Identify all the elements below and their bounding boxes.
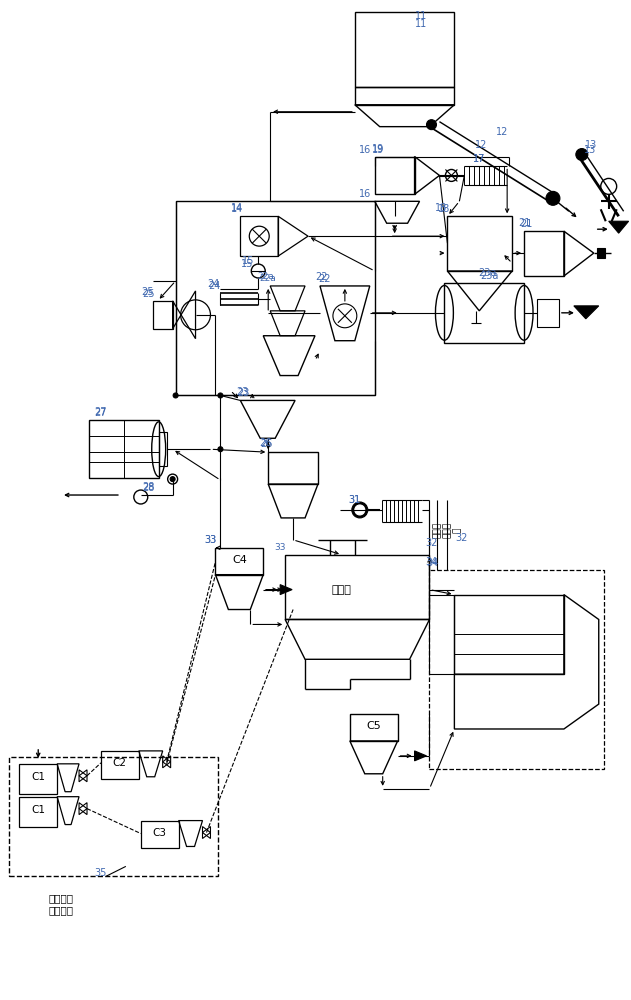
Text: 三次风: 三次风 <box>433 522 442 538</box>
Text: C3: C3 <box>153 828 167 838</box>
Bar <box>285 555 430 619</box>
Text: 11: 11 <box>415 11 428 21</box>
Text: 27: 27 <box>95 408 107 418</box>
Text: 31: 31 <box>349 495 361 505</box>
Text: 32: 32 <box>425 538 438 548</box>
Text: 17: 17 <box>473 154 485 164</box>
Text: 一次风: 一次风 <box>443 522 452 538</box>
Bar <box>175 201 375 395</box>
Text: C2: C2 <box>113 758 127 768</box>
Bar <box>597 248 604 258</box>
Text: 23a: 23a <box>480 271 498 281</box>
Bar <box>153 301 173 329</box>
Text: 处理系统: 处理系统 <box>49 905 74 915</box>
Bar <box>215 548 263 575</box>
Bar <box>158 432 167 466</box>
Bar <box>524 231 564 276</box>
Circle shape <box>173 393 178 398</box>
Text: 18: 18 <box>435 203 447 213</box>
Text: 31: 31 <box>349 495 361 505</box>
Circle shape <box>427 120 437 130</box>
Text: 34: 34 <box>427 558 439 568</box>
Text: 35: 35 <box>95 868 107 878</box>
Text: 24: 24 <box>207 279 220 289</box>
Polygon shape <box>415 751 427 761</box>
Bar <box>375 157 415 194</box>
Text: 12: 12 <box>475 140 488 150</box>
Text: 33: 33 <box>274 543 286 552</box>
Text: 18: 18 <box>439 204 451 214</box>
Text: 煤: 煤 <box>453 527 462 533</box>
Text: C1: C1 <box>31 772 45 782</box>
Circle shape <box>218 447 223 452</box>
Text: 22a: 22a <box>258 272 274 281</box>
Bar <box>447 216 512 271</box>
Text: 16: 16 <box>358 145 371 155</box>
Polygon shape <box>609 221 628 233</box>
Text: 13: 13 <box>585 140 597 150</box>
Bar <box>240 216 278 256</box>
Polygon shape <box>574 306 599 319</box>
Text: 14: 14 <box>231 204 244 214</box>
Bar <box>355 87 454 105</box>
Bar <box>454 595 564 674</box>
Text: 28: 28 <box>143 483 155 493</box>
Text: C4: C4 <box>232 555 247 565</box>
Text: 21: 21 <box>520 219 533 229</box>
Polygon shape <box>280 585 292 595</box>
Text: 33: 33 <box>204 535 216 545</box>
Bar <box>141 821 179 848</box>
Text: 12: 12 <box>496 127 509 137</box>
Text: 22: 22 <box>316 272 328 282</box>
Text: 26: 26 <box>260 439 273 449</box>
Bar <box>20 764 57 794</box>
Text: 11: 11 <box>415 19 428 29</box>
Circle shape <box>218 393 223 398</box>
Text: 21: 21 <box>518 218 530 228</box>
Text: 28: 28 <box>143 482 155 492</box>
Bar <box>89 420 158 478</box>
Text: C5: C5 <box>367 721 381 731</box>
Bar <box>101 751 139 779</box>
Text: 13: 13 <box>584 145 596 155</box>
Text: 27: 27 <box>95 407 107 417</box>
Circle shape <box>170 477 175 482</box>
Text: C1: C1 <box>31 805 45 815</box>
Text: 23: 23 <box>236 387 249 397</box>
Bar <box>9 757 218 876</box>
Circle shape <box>352 502 368 518</box>
Text: 17: 17 <box>473 154 485 164</box>
Text: 15: 15 <box>241 259 254 269</box>
Text: 19: 19 <box>372 144 384 154</box>
Text: 15: 15 <box>242 256 254 266</box>
Text: 33: 33 <box>204 535 216 545</box>
Text: 34: 34 <box>425 557 438 567</box>
Text: 32: 32 <box>455 533 468 543</box>
Circle shape <box>355 505 365 515</box>
Text: 14: 14 <box>231 203 244 213</box>
Circle shape <box>546 191 560 205</box>
Text: 窑尾废气: 窑尾废气 <box>49 893 74 903</box>
Bar <box>355 12 454 87</box>
Text: 分解炉: 分解炉 <box>332 585 352 595</box>
Bar <box>350 714 398 741</box>
Text: 23: 23 <box>237 388 249 398</box>
Bar <box>537 299 559 327</box>
Bar <box>444 283 524 343</box>
Bar <box>20 797 57 827</box>
Bar <box>268 452 318 484</box>
Text: 22: 22 <box>319 274 331 284</box>
Circle shape <box>576 149 588 161</box>
Text: 23a: 23a <box>478 268 497 278</box>
Text: 25: 25 <box>143 289 155 299</box>
Text: 24: 24 <box>208 281 221 291</box>
Text: 19: 19 <box>372 145 384 155</box>
Text: 22a: 22a <box>260 274 276 283</box>
Text: 25: 25 <box>141 287 154 297</box>
Text: 16: 16 <box>358 189 371 199</box>
Bar <box>430 570 604 769</box>
Text: 26: 26 <box>259 438 271 448</box>
